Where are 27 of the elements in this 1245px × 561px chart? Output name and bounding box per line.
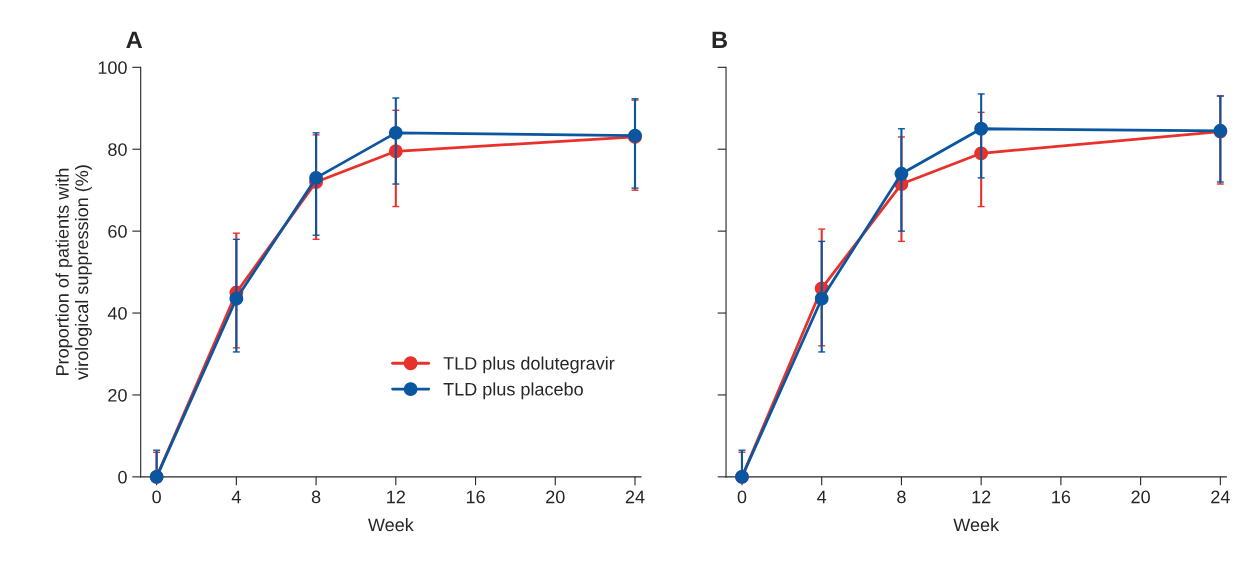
- x-tick-label: 4: [231, 490, 241, 504]
- y-tick-label: 0: [118, 470, 127, 484]
- x-tick-label: 0: [152, 490, 161, 504]
- x-tick-label: 4: [817, 490, 827, 504]
- y-tick-label: 80: [108, 143, 127, 156]
- y-axis-title: Proportion of patients with virological suppression (%): [55, 165, 92, 380]
- x-tick-label: 12: [972, 490, 991, 504]
- x-axis-title: Week: [953, 517, 1000, 532]
- y-tick-label: 40: [107, 306, 127, 320]
- x-axis-title: Week: [367, 517, 414, 532]
- legend-label: TLD plus placebo: [443, 382, 583, 400]
- x-tick-label: 8: [897, 490, 906, 504]
- y-tick-label: 20: [108, 388, 127, 402]
- chart-title: B: [712, 31, 727, 48]
- x-tick-label: 8: [311, 490, 321, 504]
- x-tick-label: 0: [737, 490, 747, 504]
- x-tick-label: 24: [1211, 490, 1230, 504]
- x-tick-label: 12: [387, 490, 405, 504]
- x-tick-label: 20: [546, 490, 565, 504]
- chart-title: A: [126, 31, 143, 48]
- legend-label: TLD plus dolutegravir: [443, 356, 615, 374]
- x-tick-label: 20: [1131, 490, 1150, 504]
- y-tick-label: 60: [108, 225, 127, 238]
- x-tick-label: 24: [625, 490, 645, 504]
- x-tick-label: 16: [466, 490, 485, 504]
- x-tick-label: 16: [1052, 490, 1071, 504]
- y-tick-label: 100: [98, 61, 127, 75]
